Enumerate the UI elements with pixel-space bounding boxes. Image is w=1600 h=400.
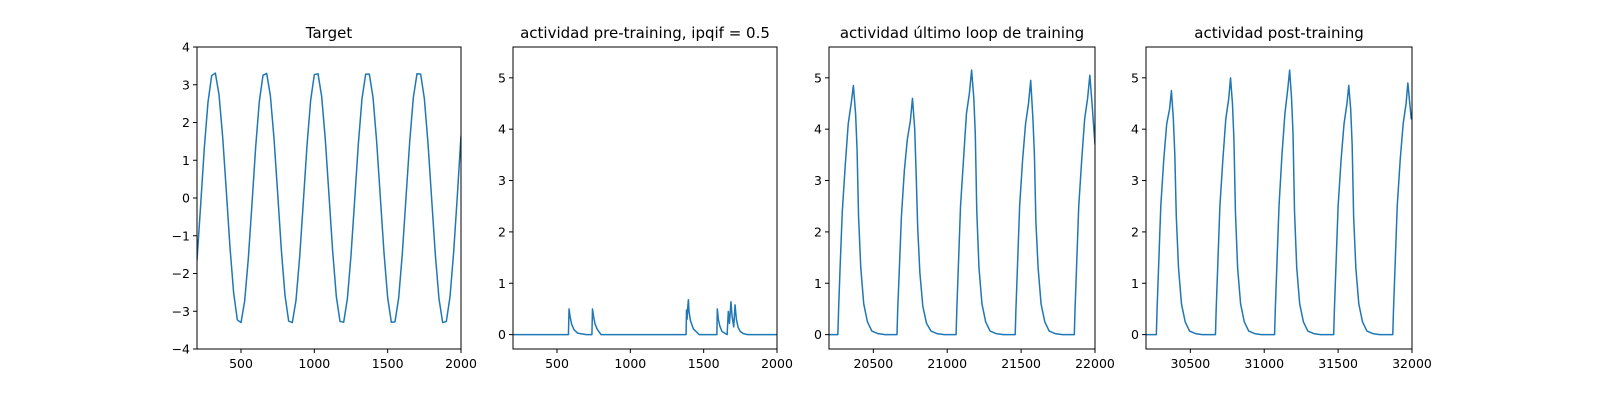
axes-frame <box>1145 46 1413 350</box>
x-tick-label: 22000 <box>1075 356 1115 371</box>
y-tick-label: 1 <box>814 276 822 291</box>
y-tick-label: −3 <box>172 304 190 319</box>
x-tick-label: 30500 <box>1170 356 1210 371</box>
y-tick-label: 0 <box>1131 327 1139 342</box>
x-tick-label: 21000 <box>927 356 967 371</box>
y-tick-label: 2 <box>498 224 506 239</box>
x-tick-label: 1000 <box>298 356 330 371</box>
series-line-0 <box>829 69 1095 336</box>
x-tick-label: 32000 <box>1392 356 1432 371</box>
y-tick-label: 0 <box>498 327 506 342</box>
y-tick-label: −1 <box>172 228 190 243</box>
y-tick-label: 1 <box>182 153 190 168</box>
x-tick-label: 31000 <box>1244 356 1284 371</box>
axes-frame <box>828 46 1096 350</box>
x-tick-label: 500 <box>229 356 253 371</box>
y-tick-label: 3 <box>498 173 506 188</box>
x-tick-label: 20500 <box>853 356 893 371</box>
y-tick-label: 5 <box>814 70 822 85</box>
y-tick-label: 2 <box>814 224 822 239</box>
x-tick-label: 500 <box>545 356 569 371</box>
y-tick-label: 2 <box>1131 224 1139 239</box>
x-tick-label: 2000 <box>445 356 477 371</box>
y-tick-label: 2 <box>182 115 190 130</box>
subplot-target: 500 1000 1500 2000 −4 −3 −2 −1 0 1 2 3 4 Target <box>172 24 477 371</box>
y-tick-label: 0 <box>182 191 190 206</box>
y-tick-label: 3 <box>182 77 190 92</box>
y-tick-label: 4 <box>498 122 506 137</box>
series-line-0 <box>197 72 461 324</box>
series-line-0 <box>513 298 777 336</box>
y-tick-label: −4 <box>172 342 190 357</box>
chart-title: Target <box>305 24 353 42</box>
x-tick-label: 1000 <box>614 356 646 371</box>
subplot-post-training: 30500 31000 31500 32000 0 1 2 3 4 5 actividad post… <box>1131 24 1432 371</box>
axes-frame <box>512 46 778 350</box>
y-tick-label: 1 <box>498 276 506 291</box>
x-tick-label: 1500 <box>688 356 720 371</box>
x-tick-label: 31500 <box>1318 356 1358 371</box>
y-tick-label: 4 <box>1131 122 1139 137</box>
y-tick-label: −2 <box>172 266 190 281</box>
subplot-pre-training: 500 1000 1500 2000 0 1 2 3 4 5 actividad pre-train… <box>498 24 793 371</box>
y-tick-label: 0 <box>814 327 822 342</box>
chart-title: actividad pre-training, ipqif = 0.5 <box>520 24 770 42</box>
x-tick-label: 21500 <box>1001 356 1041 371</box>
y-tick-label: 1 <box>1131 276 1139 291</box>
x-tick-label: 2000 <box>761 356 793 371</box>
chart-title: actividad post-training <box>1194 24 1363 42</box>
y-tick-label: 3 <box>814 173 822 188</box>
x-tick-label: 1500 <box>372 356 404 371</box>
y-tick-label: 5 <box>498 70 506 85</box>
y-tick-label: 4 <box>182 40 190 55</box>
y-tick-label: 4 <box>814 122 822 137</box>
chart-title: actividad último loop de training <box>840 24 1084 42</box>
series-line-0 <box>1146 69 1412 336</box>
y-tick-label: 5 <box>1131 70 1139 85</box>
y-tick-label: 3 <box>1131 173 1139 188</box>
subplot-last-training-loop: 20500 21000 21500 22000 0 1 2 3 4 5 actividad últi… <box>814 24 1115 371</box>
